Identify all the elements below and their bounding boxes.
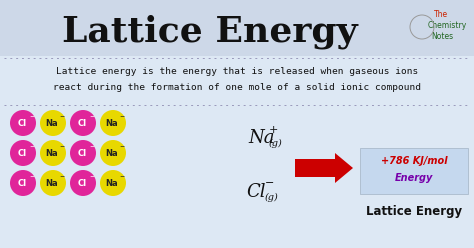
Text: Na: Na (46, 120, 58, 128)
Text: Cl: Cl (18, 120, 27, 128)
Text: Na: Na (46, 150, 58, 158)
Text: Energy: Energy (395, 173, 433, 183)
Text: Lattice Energy: Lattice Energy (366, 206, 462, 218)
Circle shape (40, 170, 66, 196)
Text: −: − (60, 113, 65, 118)
Circle shape (40, 140, 66, 166)
Text: Notes: Notes (431, 32, 453, 41)
Text: −: − (60, 143, 65, 148)
Text: −: − (119, 173, 125, 178)
Circle shape (70, 170, 96, 196)
Text: −: − (90, 113, 95, 118)
Text: −: − (90, 173, 95, 178)
Text: (g): (g) (265, 192, 279, 202)
Text: Cl: Cl (18, 180, 27, 188)
Circle shape (100, 110, 126, 136)
Circle shape (100, 170, 126, 196)
Bar (0, 0, 474, 56)
Text: −: − (60, 173, 65, 178)
Text: Lattice Energy: Lattice Energy (62, 15, 358, 49)
Text: −: − (29, 143, 35, 148)
Text: −: − (119, 113, 125, 118)
Text: −: − (119, 143, 125, 148)
Circle shape (70, 110, 96, 136)
Text: Cl: Cl (18, 150, 27, 158)
Text: Na: Na (106, 150, 118, 158)
FancyBboxPatch shape (360, 148, 468, 194)
Text: The: The (434, 10, 448, 19)
Text: Lattice energy is the energy that is released when gaseous ions: Lattice energy is the energy that is rel… (56, 67, 418, 76)
Text: −: − (29, 113, 35, 118)
Text: Na: Na (106, 120, 118, 128)
Circle shape (40, 110, 66, 136)
Text: Chemistry: Chemistry (428, 21, 467, 30)
FancyArrow shape (295, 153, 353, 183)
Text: (g): (g) (269, 138, 283, 148)
Text: Cl: Cl (77, 120, 87, 128)
Circle shape (100, 140, 126, 166)
Text: Cl: Cl (77, 180, 87, 188)
Text: +: + (269, 125, 278, 135)
Text: −: − (29, 173, 35, 178)
Text: Na: Na (46, 180, 58, 188)
Circle shape (10, 110, 36, 136)
Text: −: − (265, 178, 274, 188)
Text: Cl: Cl (77, 150, 87, 158)
Circle shape (10, 170, 36, 196)
Text: Cl: Cl (246, 183, 265, 201)
Text: react during the formation of one mole of a solid ionic compound: react during the formation of one mole o… (53, 83, 421, 92)
Text: Na: Na (248, 129, 274, 147)
Circle shape (10, 140, 36, 166)
Circle shape (70, 140, 96, 166)
Text: +786 KJ/mol: +786 KJ/mol (381, 156, 447, 166)
Text: Na: Na (106, 180, 118, 188)
Text: −: − (90, 143, 95, 148)
